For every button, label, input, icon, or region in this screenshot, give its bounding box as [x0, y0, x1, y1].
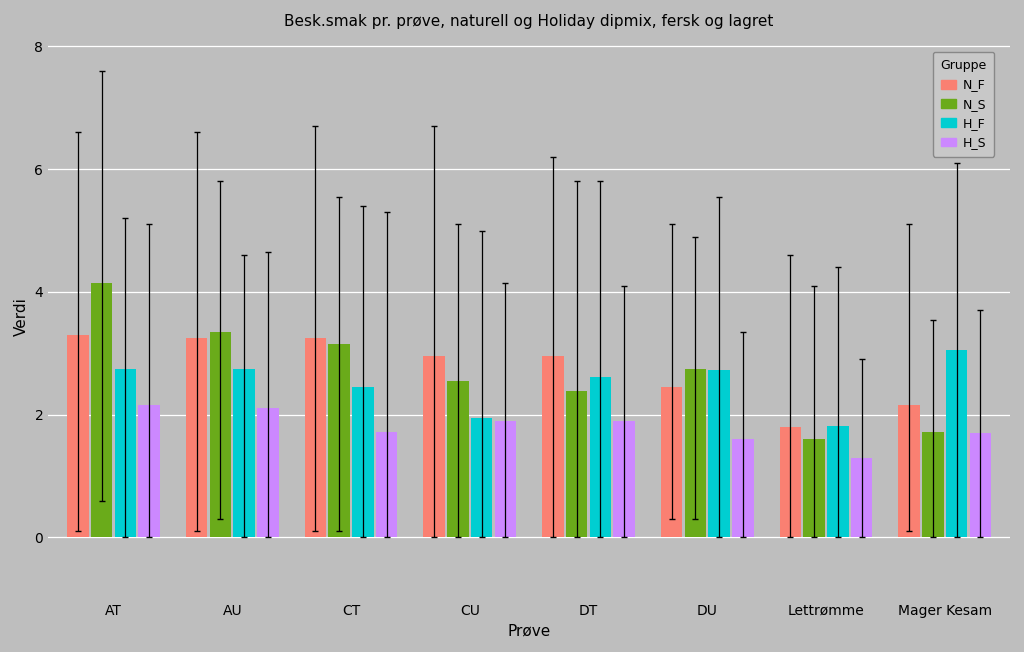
Bar [898, 406, 920, 537]
Bar [186, 338, 207, 537]
Legend: N_F, N_S, H_F, H_S: N_F, N_S, H_F, H_S [933, 52, 994, 156]
Bar [447, 381, 469, 537]
Bar [590, 377, 611, 537]
Bar [732, 439, 754, 537]
Bar [613, 421, 635, 537]
Bar [68, 335, 88, 537]
Y-axis label: Verdi: Verdi [14, 297, 29, 336]
Bar [424, 357, 444, 537]
Bar [210, 332, 231, 537]
Bar [685, 368, 707, 537]
Bar [709, 370, 730, 537]
Bar [352, 387, 374, 537]
Bar [566, 391, 588, 537]
Bar [233, 368, 255, 537]
Bar [851, 458, 872, 537]
X-axis label: Prøve: Prøve [508, 623, 551, 638]
Bar [115, 368, 136, 537]
Bar [305, 338, 326, 537]
Bar [827, 426, 849, 537]
Bar [804, 439, 825, 537]
Bar [543, 357, 563, 537]
Bar [138, 406, 160, 537]
Bar [495, 421, 516, 537]
Bar [329, 344, 350, 537]
Bar [946, 350, 968, 537]
Title: Besk.smak pr. prøve, naturell og Holiday dipmix, fersk og lagret: Besk.smak pr. prøve, naturell og Holiday… [285, 14, 774, 29]
Bar [923, 432, 943, 537]
Bar [779, 427, 801, 537]
Bar [471, 418, 493, 537]
Bar [660, 387, 682, 537]
Bar [91, 283, 113, 537]
Bar [257, 409, 279, 537]
Bar [376, 432, 397, 537]
Bar [970, 433, 991, 537]
